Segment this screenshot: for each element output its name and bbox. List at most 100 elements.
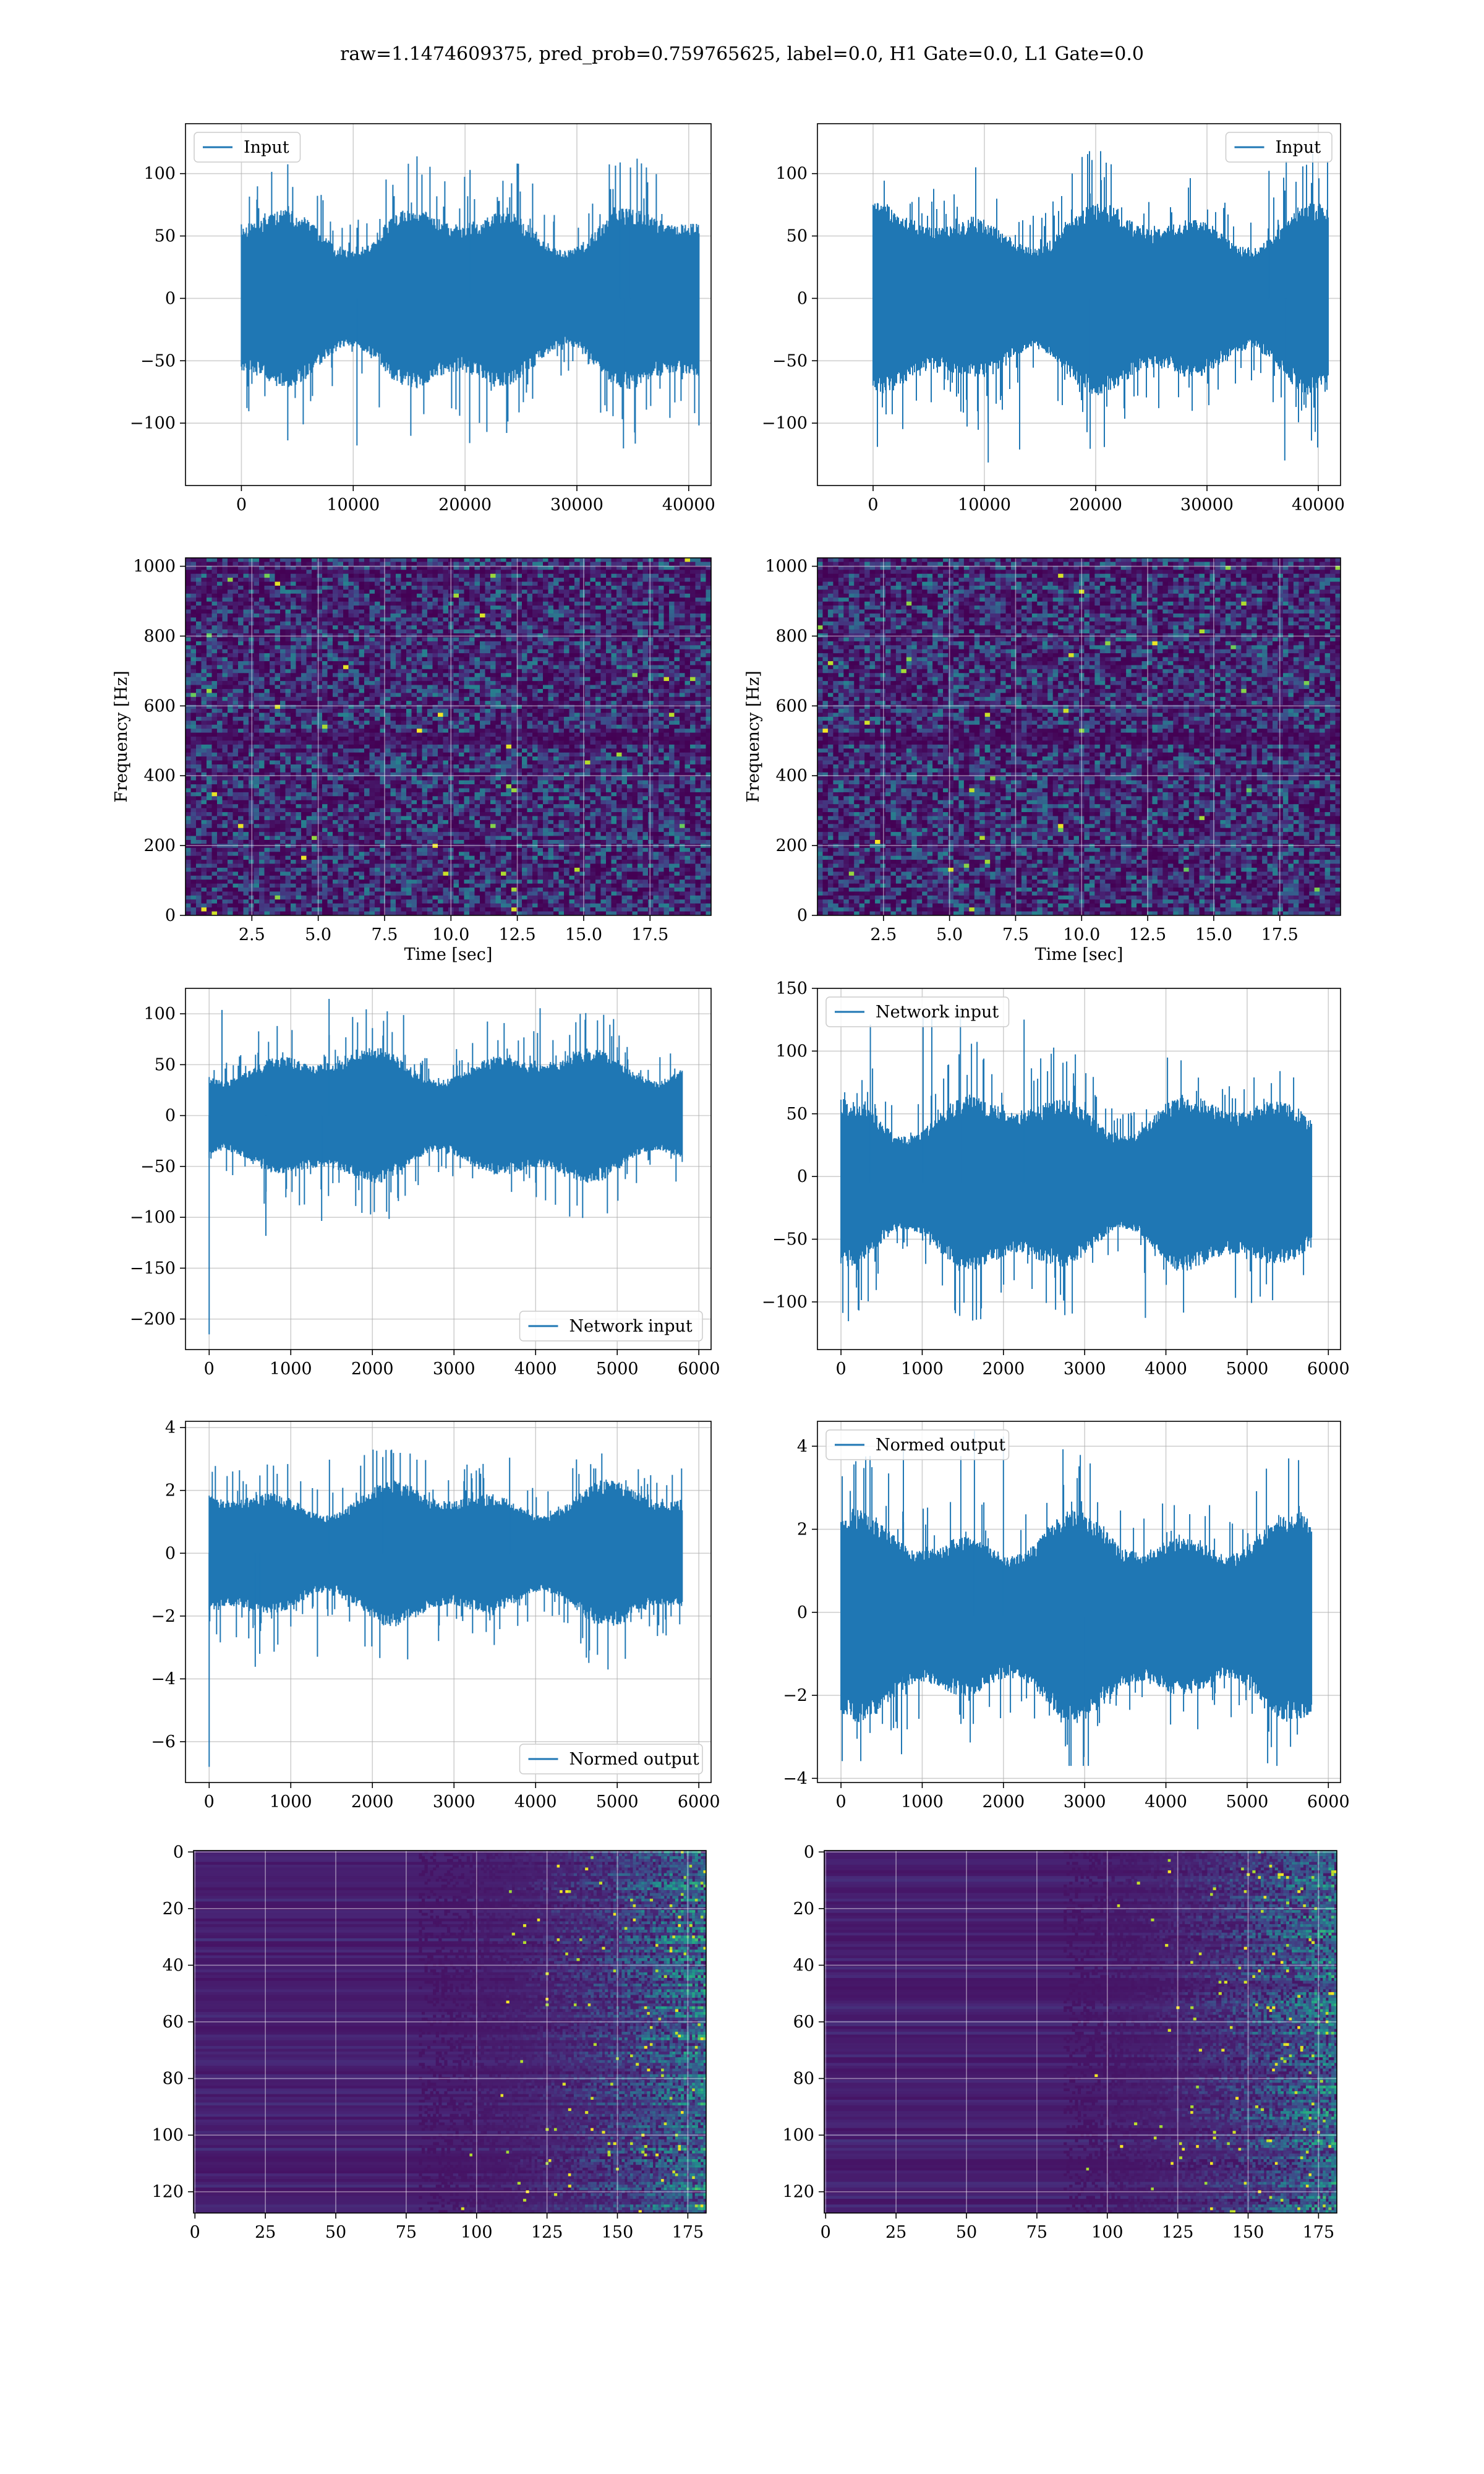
heatmap-cell [285, 740, 291, 745]
heatmap-cell [669, 597, 675, 602]
heatmap-cell [501, 570, 507, 575]
heatmap-cell [574, 573, 581, 578]
heatmap-cell [201, 748, 207, 753]
heatmap-cell [453, 677, 459, 682]
heatmap-cell [296, 716, 302, 721]
heatmap-cell [254, 617, 260, 622]
heatmap-cell [411, 677, 417, 682]
heatmap-cell [553, 593, 560, 598]
heatmap-cell [490, 737, 497, 742]
heatmap-cell [474, 570, 480, 575]
heatmap-cell [616, 601, 623, 606]
heatmap-cell [690, 606, 696, 610]
heatmap-cell [249, 716, 255, 721]
heatmap-cell [243, 669, 249, 674]
heatmap-cell [186, 657, 192, 662]
heatmap-cell [270, 752, 276, 757]
heatmap-cell [543, 633, 549, 638]
heatmap-cell [621, 629, 628, 634]
heatmap-cell [611, 585, 617, 590]
heatmap-cell [695, 597, 701, 602]
heatmap-cell [375, 744, 381, 749]
heatmap-cell [464, 570, 470, 575]
heatmap-cell [553, 665, 560, 670]
heatmap-cell [632, 581, 638, 586]
heatmap-cell [211, 732, 218, 737]
heatmap-cell [306, 562, 312, 567]
heatmap-cell [621, 585, 628, 590]
heatmap-cell [396, 732, 402, 737]
heatmap-cell [511, 589, 518, 594]
heatmap-cell [285, 581, 291, 586]
heatmap-cell [522, 721, 528, 726]
heatmap-cell [401, 617, 407, 622]
heatmap-cell [611, 669, 617, 674]
heatmap-cell [411, 729, 417, 734]
heatmap-cell [453, 661, 459, 666]
heatmap-cell [532, 688, 539, 693]
heatmap-cell [364, 573, 370, 578]
heatmap-cell [459, 633, 465, 638]
heatmap-cell [579, 669, 586, 674]
heatmap-cell [312, 724, 318, 729]
heatmap-cell [632, 713, 638, 717]
heatmap-cell [270, 562, 276, 567]
heatmap-cell [564, 693, 570, 698]
heatmap-cell [548, 637, 554, 642]
heatmap-cell [653, 685, 659, 690]
heatmap-cell [296, 696, 302, 701]
heatmap-cell [663, 558, 670, 563]
heatmap-cell [642, 581, 649, 586]
heatmap-cell [354, 677, 360, 682]
heatmap-cell [495, 573, 501, 578]
heatmap-cell [501, 633, 507, 638]
heatmap-cell [600, 661, 607, 666]
heatmap-cell [663, 661, 670, 666]
heatmap-cell [574, 570, 581, 575]
heatmap-cell [600, 740, 607, 745]
heatmap-cell [485, 696, 491, 701]
heatmap-cell [501, 665, 507, 670]
heatmap-cell [222, 740, 228, 745]
heatmap-cell [438, 748, 444, 753]
heatmap-cell [690, 732, 696, 737]
heatmap-cell [669, 696, 675, 701]
heatmap-cell [600, 633, 607, 638]
heatmap-cell [411, 625, 417, 630]
heatmap-cell [648, 606, 654, 610]
heatmap-cell [322, 669, 328, 674]
heatmap-cell [432, 737, 438, 742]
heatmap-cell [338, 585, 344, 590]
heatmap-cell [585, 677, 591, 682]
heatmap-cell [490, 633, 497, 638]
heatmap-cell [207, 701, 213, 706]
heatmap-cell [527, 645, 533, 650]
axes-frame [185, 123, 712, 486]
heatmap-cell [201, 669, 207, 674]
heatmap-cell [380, 597, 386, 602]
heatmap-cell [695, 625, 701, 630]
heatmap-cell [648, 585, 654, 590]
heatmap-cell [448, 565, 454, 570]
heatmap-cell [600, 732, 607, 737]
heatmap-cell [359, 693, 365, 698]
heatmap-cell [312, 701, 318, 706]
heatmap-cell [296, 681, 302, 686]
heatmap-cell [511, 716, 518, 721]
heatmap-cell [501, 645, 507, 650]
heatmap-cell [543, 578, 549, 583]
heatmap-cell [364, 721, 370, 726]
heatmap-cell [296, 617, 302, 622]
heatmap-cell [333, 653, 339, 658]
heatmap-cell [469, 737, 475, 742]
heatmap-cell [469, 673, 475, 678]
heatmap-cell [432, 645, 438, 650]
heatmap-cell [375, 641, 381, 646]
heatmap-cell [522, 729, 528, 734]
heatmap-cell [632, 597, 638, 602]
heatmap-cell [474, 617, 480, 622]
heatmap-cell [417, 562, 423, 567]
heatmap-cell [432, 716, 438, 721]
heatmap-cell [674, 669, 680, 674]
heatmap-cell [684, 661, 691, 666]
